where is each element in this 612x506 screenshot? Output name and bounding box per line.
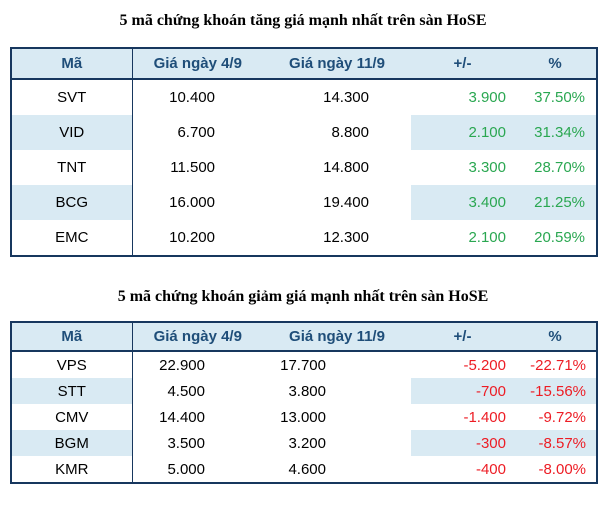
price-end-cell: 3.200 bbox=[263, 430, 411, 456]
price-start-cell: 14.400 bbox=[132, 404, 263, 430]
col-header-price-start: Giá ngày 4/9 bbox=[132, 322, 263, 352]
ticker-cell: BCG bbox=[11, 185, 133, 220]
percent-cell: -22.71% bbox=[514, 351, 597, 378]
percent-cell: 28.70% bbox=[514, 150, 597, 185]
change-cell: 3.400 bbox=[411, 185, 514, 220]
col-header-change: +/- bbox=[411, 48, 514, 80]
ticker-cell: EMC bbox=[11, 220, 133, 256]
percent-cell: -9.72% bbox=[514, 404, 597, 430]
gainers-header-row: Mã Giá ngày 4/9 Giá ngày 11/9 +/- % bbox=[11, 48, 597, 80]
price-end-cell: 19.400 bbox=[263, 185, 411, 220]
price-end-cell: 4.600 bbox=[263, 456, 411, 483]
col-header-price-end: Giá ngày 11/9 bbox=[263, 322, 411, 352]
change-cell: 2.100 bbox=[411, 115, 514, 150]
ticker-cell: VPS bbox=[11, 351, 133, 378]
change-cell: 3.300 bbox=[411, 150, 514, 185]
gainers-table: Mã Giá ngày 4/9 Giá ngày 11/9 +/- % SVT … bbox=[10, 47, 598, 257]
table-row: EMC 10.200 12.300 2.100 20.59% bbox=[11, 220, 597, 256]
col-header-price-end: Giá ngày 11/9 bbox=[263, 48, 411, 80]
price-start-cell: 6.700 bbox=[132, 115, 263, 150]
change-cell: -5.200 bbox=[411, 351, 514, 378]
price-start-cell: 3.500 bbox=[132, 430, 263, 456]
price-end-cell: 14.300 bbox=[263, 79, 411, 115]
percent-cell: 21.25% bbox=[514, 185, 597, 220]
table-row: VID 6.700 8.800 2.100 31.34% bbox=[11, 115, 597, 150]
ticker-cell: VID bbox=[11, 115, 133, 150]
percent-cell: -15.56% bbox=[514, 378, 597, 404]
price-start-cell: 10.200 bbox=[132, 220, 263, 256]
change-cell: -700 bbox=[411, 378, 514, 404]
change-cell: 2.100 bbox=[411, 220, 514, 256]
table-row: KMR 5.000 4.600 -400 -8.00% bbox=[11, 456, 597, 483]
ticker-cell: SVT bbox=[11, 79, 133, 115]
table-row: TNT 11.500 14.800 3.300 28.70% bbox=[11, 150, 597, 185]
losers-title: 5 mã chứng khoán giảm giá mạnh nhất trên… bbox=[117, 288, 489, 305]
price-end-cell: 3.800 bbox=[263, 378, 411, 404]
percent-cell: -8.00% bbox=[514, 456, 597, 483]
col-header-price-start: Giá ngày 4/9 bbox=[132, 48, 263, 80]
price-start-cell: 11.500 bbox=[132, 150, 263, 185]
ticker-cell: TNT bbox=[11, 150, 133, 185]
col-header-ticker: Mã bbox=[11, 322, 133, 352]
ticker-cell: KMR bbox=[11, 456, 133, 483]
col-header-ticker: Mã bbox=[11, 48, 133, 80]
table-row: BCG 16.000 19.400 3.400 21.25% bbox=[11, 185, 597, 220]
table-row: BGM 3.500 3.200 -300 -8.57% bbox=[11, 430, 597, 456]
gainers-title: 5 mã chứng khoán tăng giá mạnh nhất trên… bbox=[119, 12, 487, 29]
change-cell: -400 bbox=[411, 456, 514, 483]
ticker-cell: STT bbox=[11, 378, 133, 404]
losers-table: Mã Giá ngày 4/9 Giá ngày 11/9 +/- % VPS … bbox=[10, 321, 598, 484]
price-start-cell: 5.000 bbox=[132, 456, 263, 483]
change-cell: -300 bbox=[411, 430, 514, 456]
price-end-cell: 17.700 bbox=[263, 351, 411, 378]
table-row: STT 4.500 3.800 -700 -15.56% bbox=[11, 378, 597, 404]
losers-header-row: Mã Giá ngày 4/9 Giá ngày 11/9 +/- % bbox=[11, 322, 597, 352]
price-start-cell: 10.400 bbox=[132, 79, 263, 115]
col-header-change: +/- bbox=[411, 322, 514, 352]
table-row: VPS 22.900 17.700 -5.200 -22.71% bbox=[11, 351, 597, 378]
table-row: SVT 10.400 14.300 3.900 37.50% bbox=[11, 79, 597, 115]
price-end-cell: 14.800 bbox=[263, 150, 411, 185]
table-row: CMV 14.400 13.000 -1.400 -9.72% bbox=[11, 404, 597, 430]
price-end-cell: 8.800 bbox=[263, 115, 411, 150]
col-header-percent: % bbox=[514, 322, 597, 352]
percent-cell: -8.57% bbox=[514, 430, 597, 456]
percent-cell: 31.34% bbox=[514, 115, 597, 150]
price-start-cell: 4.500 bbox=[132, 378, 263, 404]
price-start-cell: 22.900 bbox=[132, 351, 263, 378]
change-cell: 3.900 bbox=[411, 79, 514, 115]
price-start-cell: 16.000 bbox=[132, 185, 263, 220]
col-header-percent: % bbox=[514, 48, 597, 80]
percent-cell: 20.59% bbox=[514, 220, 597, 256]
ticker-cell: BGM bbox=[11, 430, 133, 456]
change-cell: -1.400 bbox=[411, 404, 514, 430]
price-end-cell: 13.000 bbox=[263, 404, 411, 430]
price-end-cell: 12.300 bbox=[263, 220, 411, 256]
percent-cell: 37.50% bbox=[514, 79, 597, 115]
ticker-cell: CMV bbox=[11, 404, 133, 430]
